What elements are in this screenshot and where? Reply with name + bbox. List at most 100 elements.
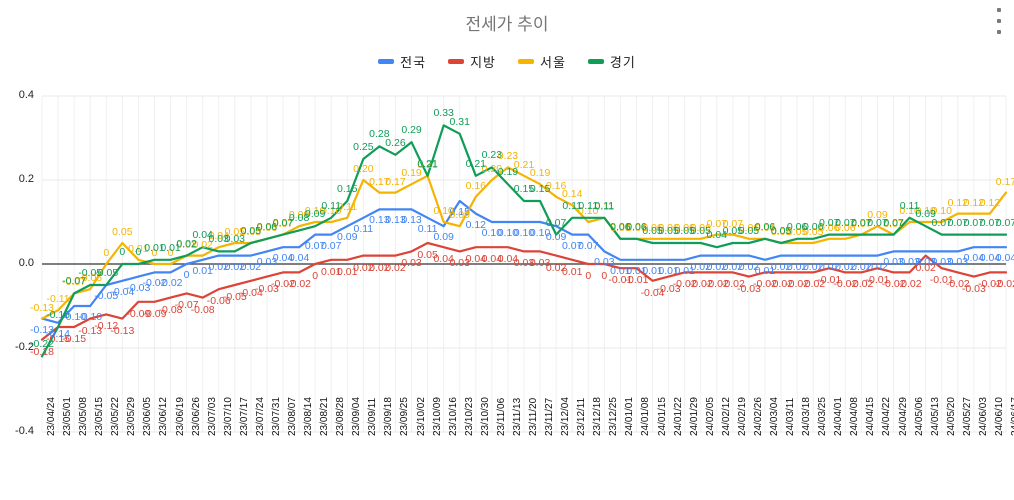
data-point-label: -0.02 <box>881 278 906 291</box>
data-point-label: -0.05 <box>94 267 119 279</box>
data-point-label: 0.05 <box>224 226 246 238</box>
legend-item-label: 전국 <box>400 55 427 70</box>
data-point-label: -0.15 <box>62 333 87 345</box>
x-axis-tick-label: 23/04/24 <box>46 397 57 436</box>
data-point-label: 0.13 <box>401 214 422 227</box>
data-point-label: 0.03 <box>401 257 422 270</box>
data-point-label: 0.11 <box>578 199 599 212</box>
data-point-label: -0.02 <box>688 278 713 291</box>
data-point-label: 0.02 <box>819 260 840 273</box>
data-point-label: 0.01 <box>561 265 583 278</box>
data-point-label: -0.04 <box>110 285 135 298</box>
data-point-label: 0.09 <box>433 231 454 244</box>
data-point-label: 0.07 <box>851 217 872 230</box>
legend-item-경기[interactable]: 경기 <box>587 52 636 71</box>
data-point-label: -0.01 <box>865 274 890 287</box>
data-point-label: -0.22 <box>30 338 54 351</box>
data-point-label: 0.06 <box>738 221 760 234</box>
data-point-label: 0.11 <box>321 199 342 212</box>
x-axis-tick-label: 24/01/22 <box>672 397 684 436</box>
data-point-label: 0.15 <box>449 206 470 218</box>
data-point-label: 0.03 <box>208 233 229 246</box>
data-point-label: -0.01 <box>929 274 954 287</box>
data-point-label: 0.09 <box>867 209 888 222</box>
data-point-label: 0.07 <box>706 217 728 230</box>
legend-item-전국[interactable]: 전국 <box>378 52 426 71</box>
data-point-label: -0.02 <box>753 278 777 291</box>
data-point-label: 0 <box>167 247 174 259</box>
data-point-label: -0.02 <box>142 277 167 290</box>
x-axis-tick-label: 24/02/12 <box>720 397 732 436</box>
data-point-label: 0.14 <box>561 188 583 201</box>
data-point-label: 0.07 <box>320 239 342 252</box>
x-axis-tick-label: 23/08/14 <box>303 397 315 436</box>
data-point-label: 0.12 <box>979 196 1001 209</box>
data-point-label: 0.19 <box>401 167 422 180</box>
data-point-label: 0.02 <box>851 260 872 273</box>
data-point-label: 0.02 <box>224 260 246 273</box>
data-point-label: -0.03 <box>736 282 761 295</box>
x-axis-tick-label: 24/05/27 <box>961 397 973 436</box>
data-point-label: -0.02 <box>849 278 874 291</box>
legend-item-서울[interactable]: 서울 <box>518 52 566 71</box>
x-axis-tick-label: 23/08/07 <box>287 397 298 436</box>
data-point-label: 0.10 <box>481 227 503 239</box>
data-point-label: -0.02 <box>945 278 970 291</box>
data-point-label: 0 <box>151 247 158 259</box>
data-point-label: 0.01 <box>144 241 165 254</box>
x-axis-tick-label: 23/05/15 <box>94 397 106 436</box>
data-point-label: 0.05 <box>658 225 679 237</box>
x-axis-tick-label: 24/03/25 <box>817 397 829 436</box>
x-axis-tick-label: 24/02/26 <box>752 397 764 436</box>
data-point-label: 0.06 <box>610 220 631 233</box>
x-axis-tick-label: 23/08/21 <box>319 397 331 436</box>
data-point-label: 0.01 <box>320 265 342 278</box>
data-point-label: 0.06 <box>610 221 631 234</box>
y-axis-tick-label: -0.4 <box>15 425 34 437</box>
data-point-label: 0.07 <box>883 216 904 229</box>
x-axis-tick-label: 23/10/23 <box>463 397 475 436</box>
data-point-label: 0.06 <box>256 221 278 234</box>
data-point-label: 0.07 <box>819 216 840 229</box>
data-point-label: 0.15 <box>529 183 551 195</box>
data-point-label: -0.03 <box>126 281 151 294</box>
data-point-label: 0.01 <box>626 264 647 277</box>
data-point-label: 0.02 <box>176 238 197 251</box>
y-axis-tick-label: 0.2 <box>18 173 34 185</box>
data-point-label: 0.25 <box>353 141 374 153</box>
x-axis-tick-label: 23/11/06 <box>495 397 507 436</box>
data-point-label: 0.21 <box>417 157 438 170</box>
data-point-label: 0.02 <box>353 261 374 274</box>
menu-dot <box>997 8 1001 12</box>
data-point-label: -0.02 <box>833 278 858 291</box>
data-point-label: 0.07 <box>578 239 599 252</box>
data-point-label: 0.02 <box>867 260 888 273</box>
data-point-label: 0.13 <box>369 214 390 227</box>
data-point-label: 0.02 <box>786 260 808 273</box>
data-point-label: 0.21 <box>417 158 438 171</box>
data-point-label: -0.02 <box>801 278 826 291</box>
data-point-label: 0 <box>135 246 142 258</box>
data-point-label: 0.06 <box>819 221 840 234</box>
data-point-label: 0.02 <box>802 260 824 273</box>
data-point-label: 0.03 <box>449 257 470 270</box>
data-point-label: 0.17 <box>995 175 1014 188</box>
data-point-label: -0.02 <box>769 278 794 291</box>
data-point-label: 0.06 <box>786 220 808 233</box>
data-point-label: 0.01 <box>192 264 213 277</box>
data-point-label: 0.05 <box>786 226 808 238</box>
x-axis-tick-label: 24/05/13 <box>929 397 941 436</box>
legend-item-지방[interactable]: 지방 <box>448 52 496 71</box>
data-point-label: -0.04 <box>640 286 665 299</box>
data-point-label: 0.09 <box>915 208 936 221</box>
more-vert-icon[interactable] <box>992 8 1006 34</box>
data-point-label: 0.01 <box>610 264 631 277</box>
data-point-label: 0.23 <box>481 149 503 162</box>
data-point-label: 0.13 <box>385 214 406 227</box>
data-point-label: 0.23 <box>497 150 519 163</box>
data-point-label: -0.02 <box>897 278 922 291</box>
data-point-label: 0.04 <box>706 229 728 242</box>
data-point-label: 0 <box>119 246 126 258</box>
data-point-label: 0.10 <box>433 205 454 217</box>
data-point-label: 0 <box>312 270 319 282</box>
